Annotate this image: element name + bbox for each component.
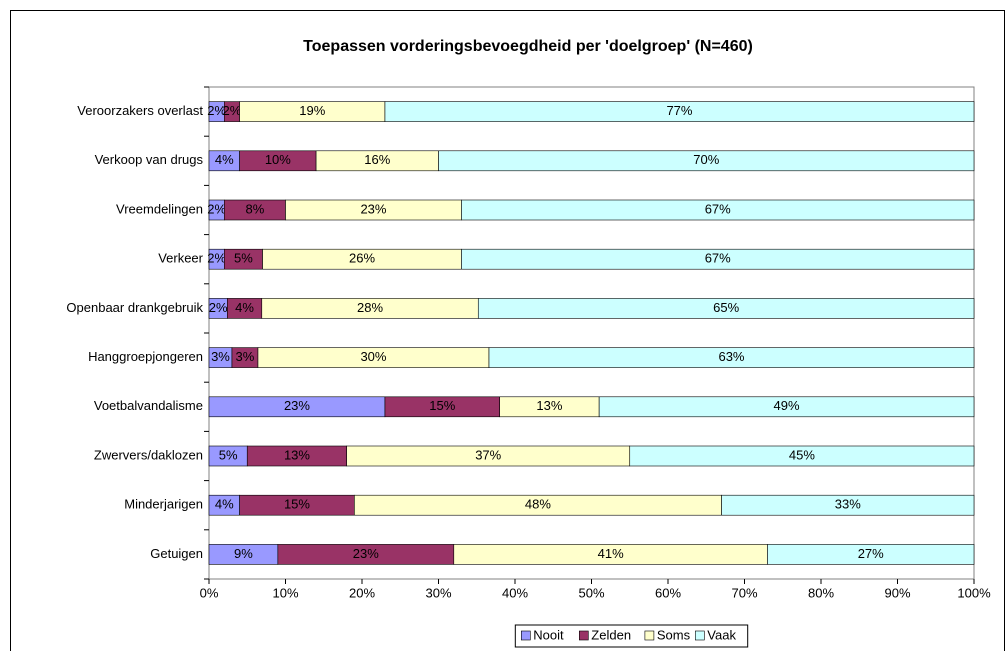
legend-label: Vaak: [707, 627, 736, 642]
legend-swatch: [644, 630, 655, 641]
legend-label: Soms: [657, 627, 691, 642]
bar-segment: [598, 396, 975, 418]
y-tick-label: Hanggroepjongeren: [88, 349, 203, 364]
x-tick-label: 80%: [808, 585, 834, 600]
value-label: 30%: [360, 349, 386, 364]
value-label: 8%: [246, 201, 265, 216]
legend-box: [514, 624, 749, 648]
value-label: 2%: [209, 300, 228, 315]
value-label: 23%: [284, 398, 310, 413]
legend-swatch: [694, 630, 705, 641]
legend-label: Nooit: [533, 627, 564, 642]
value-label: 9%: [234, 546, 253, 561]
value-label: 63%: [718, 349, 744, 364]
value-label: 5%: [219, 447, 238, 462]
value-label: 67%: [705, 201, 731, 216]
value-label: 15%: [284, 497, 310, 512]
x-tick-label: 10%: [272, 585, 298, 600]
x-tick-label: 60%: [655, 585, 681, 600]
y-tick-label: Openbaar drankgebruik: [66, 300, 203, 315]
value-label: 13%: [536, 398, 562, 413]
y-tick-label: Getuigen: [150, 546, 203, 561]
value-label: 3%: [211, 349, 230, 364]
y-tick-label: Verkoop van drugs: [95, 152, 204, 167]
x-tick-label: 40%: [502, 585, 528, 600]
bar-segment: [384, 101, 975, 122]
value-label: 48%: [525, 497, 551, 512]
value-label: 67%: [705, 251, 731, 266]
y-tick-label: Vreemdelingen: [116, 201, 203, 216]
x-tick-label: 90%: [884, 585, 910, 600]
legend-swatch: [520, 630, 531, 641]
x-tick-label: 50%: [578, 585, 604, 600]
value-label: 23%: [353, 546, 379, 561]
x-tick-label: 30%: [425, 585, 451, 600]
y-tick-label: Verkeer: [158, 251, 203, 266]
bar-segment: [461, 199, 975, 221]
value-label: 49%: [774, 398, 800, 413]
value-label: 41%: [598, 546, 624, 561]
chart-title: Toepassen vorderingsbevoegdheid per 'doe…: [303, 38, 753, 55]
value-label: 4%: [235, 300, 254, 315]
value-label: 4%: [215, 497, 234, 512]
value-label: 10%: [265, 152, 291, 167]
bar-segment: [488, 347, 975, 368]
bar-segment: [629, 445, 975, 467]
y-tick-label: Zwervers/daklozen: [94, 447, 203, 462]
value-label: 16%: [364, 152, 390, 167]
value-label: 37%: [475, 447, 501, 462]
x-tick-label: 20%: [349, 585, 375, 600]
value-label: 2%: [207, 201, 226, 216]
x-tick-label: 100%: [957, 585, 991, 600]
y-tick-label: Minderjarigen: [124, 497, 203, 512]
value-label: 2%: [207, 251, 226, 266]
legend-swatch: [578, 630, 589, 641]
value-label: 77%: [666, 103, 692, 118]
x-tick-label: 0%: [200, 585, 219, 600]
y-tick-label: Veroorzakers overlast: [77, 103, 203, 118]
y-tick-label: Voetbalvandalisme: [94, 398, 203, 413]
bar-segment: [767, 544, 975, 565]
value-label: 13%: [284, 447, 310, 462]
value-label: 4%: [215, 152, 234, 167]
value-label: 5%: [234, 251, 253, 266]
value-label: 15%: [429, 398, 455, 413]
value-label: 27%: [858, 546, 884, 561]
legend-label: Zelden: [591, 627, 631, 642]
value-label: 2%: [207, 103, 226, 118]
value-label: 2%: [223, 103, 242, 118]
bar-segment: [438, 150, 975, 172]
x-tick-label: 70%: [731, 585, 757, 600]
value-label: 19%: [299, 103, 325, 118]
value-label: 3%: [236, 349, 255, 364]
value-label: 65%: [713, 300, 739, 315]
bar-segment: [477, 298, 975, 319]
value-label: 45%: [789, 447, 815, 462]
bar-segment: [721, 494, 975, 516]
value-label: 28%: [357, 300, 383, 315]
value-label: 23%: [360, 201, 386, 216]
value-label: 70%: [693, 152, 719, 167]
value-label: 26%: [349, 251, 375, 266]
value-label: 33%: [835, 497, 861, 512]
bar-segment: [461, 248, 975, 270]
